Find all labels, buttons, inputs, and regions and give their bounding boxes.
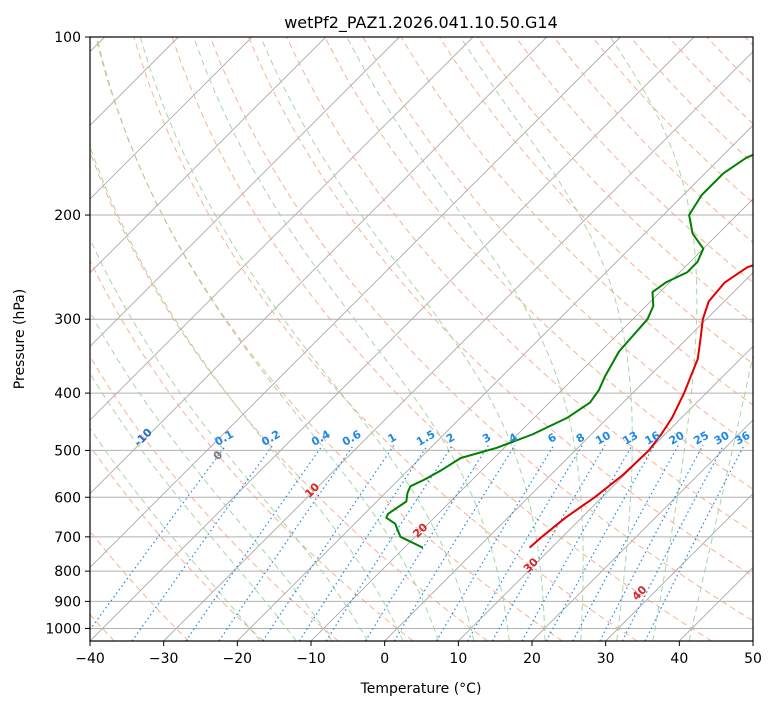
- x-tick-label: −10: [296, 651, 326, 667]
- x-tick-label: 10: [449, 651, 467, 667]
- x-tick-label: −30: [149, 651, 179, 667]
- x-axis-label: Temperature (°C): [360, 681, 482, 697]
- chart-title: wetPf2_PAZ1.2026.041.10.50.G14: [284, 13, 558, 33]
- y-tick-label: 500: [54, 443, 81, 459]
- y-tick-label: 800: [54, 564, 81, 580]
- y-tick-label: 700: [54, 530, 81, 546]
- x-tick-label: 0: [380, 651, 389, 667]
- y-axis-label: Pressure (hPa): [12, 289, 28, 389]
- y-tick-label: 1000: [45, 621, 81, 637]
- x-tick-label: 40: [670, 651, 688, 667]
- y-tick-label: 900: [54, 594, 81, 610]
- y-tick-label: 600: [54, 490, 81, 506]
- x-tick-label: 30: [597, 651, 615, 667]
- x-tick-label: −20: [223, 651, 253, 667]
- x-tick-label: 50: [744, 651, 762, 667]
- x-tick-label: 20: [523, 651, 541, 667]
- y-tick-label: 100: [54, 30, 81, 46]
- x-tick-label: −40: [75, 651, 105, 667]
- y-tick-label: 300: [54, 312, 81, 328]
- y-tick-label: 400: [54, 386, 81, 402]
- y-tick-label: 200: [54, 208, 81, 224]
